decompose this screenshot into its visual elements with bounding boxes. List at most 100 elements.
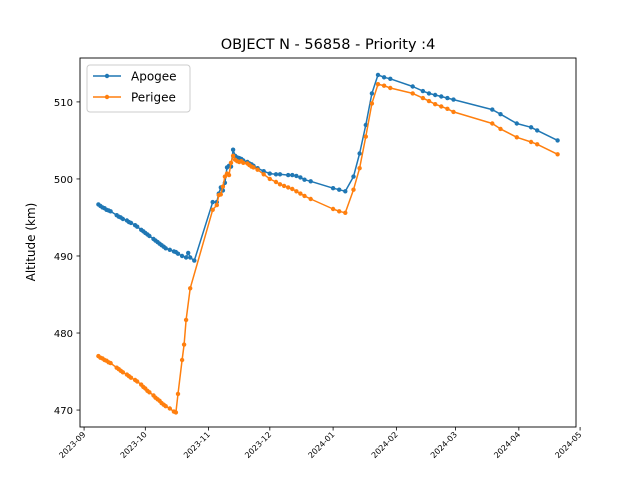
apogee-point: [369, 91, 375, 96]
perigee-point: [451, 109, 456, 115]
perigee-point: [167, 406, 172, 411]
series-layer: [96, 72, 560, 415]
perigee-point: [410, 91, 415, 96]
legend: Apogee Perigee: [86, 64, 191, 113]
perigee-point: [351, 187, 356, 192]
apogee-point: [351, 174, 356, 179]
y-tick-label: 490: [54, 252, 73, 263]
apogee-point: [343, 189, 348, 194]
perigee-point: [181, 342, 187, 347]
apogee-point: [498, 112, 503, 117]
perigee-point: [337, 209, 342, 214]
perigee-point: [183, 317, 189, 323]
perigee-point: [120, 370, 126, 375]
perigee-point: [175, 391, 181, 397]
perigee-point: [228, 160, 234, 165]
perigee-point: [188, 286, 193, 291]
perigee-point: [294, 189, 299, 194]
apogee-point: [192, 258, 197, 263]
legend-perigee-marker: [104, 94, 110, 100]
apogee-point: [357, 151, 362, 156]
perigee-point: [147, 390, 152, 395]
apogee-point: [108, 209, 113, 214]
apogee-point: [308, 179, 313, 184]
apogee-point: [230, 147, 236, 152]
apogee-series: [96, 72, 560, 263]
apogee-point: [135, 224, 140, 229]
apogee-point: [363, 122, 368, 128]
apogee-point: [490, 107, 495, 112]
apogee-point: [294, 173, 299, 179]
perigee-point: [490, 121, 495, 126]
y-tick-label: 470: [54, 406, 73, 417]
apogee-point: [381, 75, 387, 80]
apogee-point: [330, 186, 336, 191]
apogee-point: [337, 187, 342, 192]
x-tick-label: 2023-10: [119, 430, 149, 460]
x-tick-label: 2023-12: [243, 430, 273, 460]
perigee-point: [357, 166, 362, 171]
y-tick-label: 500: [54, 175, 73, 186]
perigee-point: [255, 167, 260, 172]
x-tick-label: 2023-11: [182, 430, 212, 460]
apogee-point: [302, 177, 307, 182]
perigee-point: [426, 98, 432, 104]
apogee-point: [445, 95, 450, 101]
apogee-point: [179, 253, 185, 259]
axes-layer: 470 480 490 500 510 2023-09 2023-10 2023-11 2023…: [54, 98, 584, 460]
perigee-point: [218, 192, 223, 197]
perigee-point: [420, 95, 426, 101]
perigee-point: [173, 410, 179, 415]
perigee-point: [179, 357, 185, 363]
y-axis-label: Altitude (km): [24, 203, 38, 282]
perigee-point: [226, 172, 232, 178]
plot-frame: [79, 57, 577, 428]
legend-apogee-marker: [104, 73, 110, 79]
apogee-point: [286, 172, 291, 178]
perigee-point: [439, 104, 444, 109]
x-tick-label: 2024-01: [307, 430, 337, 460]
apogee-point: [388, 76, 393, 82]
apogee-point: [273, 172, 279, 177]
perigee-point: [330, 206, 336, 212]
perigee-point: [308, 196, 313, 202]
apogee-point: [439, 94, 444, 99]
perigee-point: [210, 207, 215, 212]
apogee-point: [426, 91, 432, 96]
perigee-point: [267, 176, 272, 182]
apogee-point: [120, 216, 126, 222]
perigee-point: [363, 134, 368, 139]
apogee-point: [290, 172, 295, 178]
perigee-point: [302, 193, 307, 199]
apogee-point: [261, 169, 266, 174]
x-tick-label: 2024-02: [370, 430, 400, 460]
chart-title: OBJECT N - 56858 - Priority :4: [221, 37, 436, 53]
x-tick-label: 2024-04: [492, 430, 522, 460]
apogee-point: [375, 72, 381, 78]
apogee-point: [535, 128, 540, 133]
perigee-point: [281, 183, 287, 189]
apogee-point: [277, 172, 283, 177]
apogee-point: [528, 125, 534, 130]
perigee-point: [388, 85, 393, 91]
apogee-point: [267, 171, 272, 176]
perigee-point: [369, 101, 375, 106]
perigee-point: [286, 185, 291, 190]
perigee-point: [241, 160, 246, 165]
perigee-point: [528, 139, 534, 145]
perigee-point: [375, 82, 381, 87]
apogee-point: [210, 199, 215, 205]
apogee-point: [186, 250, 191, 256]
perigee-point: [290, 186, 295, 192]
apogee-point: [298, 175, 303, 180]
x-tick-label: 2023-09: [57, 430, 87, 460]
apogee-point: [183, 255, 189, 260]
apogee-point: [410, 84, 415, 89]
perigee-point: [535, 142, 540, 147]
perigee-point: [555, 152, 560, 157]
perigee-point: [433, 102, 438, 107]
perigee-point: [514, 135, 519, 140]
y-tick-label: 510: [54, 98, 73, 109]
